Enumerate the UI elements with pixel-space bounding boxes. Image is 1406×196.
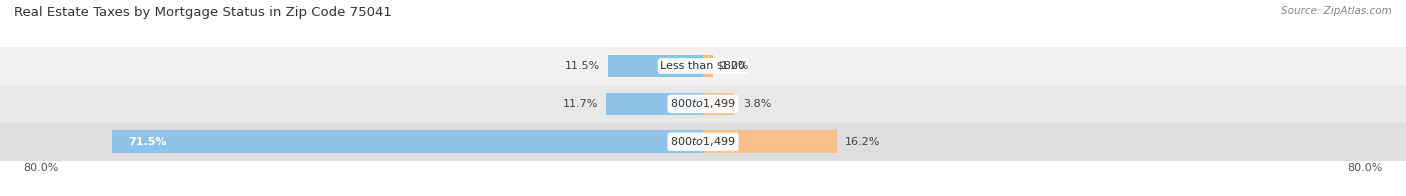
Text: 16.2%: 16.2%	[845, 137, 880, 147]
Bar	[606, 93, 703, 115]
Bar	[703, 93, 734, 115]
Text: 1.2%: 1.2%	[721, 61, 749, 71]
Bar	[0, 123, 1406, 161]
Text: $800 to $1,499: $800 to $1,499	[671, 97, 735, 110]
Bar	[703, 130, 837, 153]
Bar	[0, 85, 1406, 123]
Bar	[111, 130, 703, 153]
Bar	[607, 55, 703, 77]
Text: 71.5%: 71.5%	[128, 137, 167, 147]
Text: 11.5%: 11.5%	[564, 61, 599, 71]
Bar	[0, 47, 1406, 85]
Text: 3.8%: 3.8%	[742, 99, 770, 109]
Bar	[703, 55, 713, 77]
Text: 11.7%: 11.7%	[562, 99, 598, 109]
Text: Less than $800: Less than $800	[661, 61, 745, 71]
Text: $800 to $1,499: $800 to $1,499	[671, 135, 735, 148]
Text: Real Estate Taxes by Mortgage Status in Zip Code 75041: Real Estate Taxes by Mortgage Status in …	[14, 6, 392, 19]
Text: Source: ZipAtlas.com: Source: ZipAtlas.com	[1281, 6, 1392, 16]
